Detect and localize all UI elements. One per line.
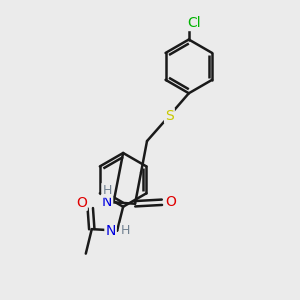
Text: Cl: Cl: [188, 16, 201, 30]
Text: H: H: [121, 224, 130, 237]
Text: N: N: [102, 195, 112, 209]
Text: O: O: [165, 195, 176, 209]
Text: S: S: [165, 109, 174, 123]
Text: N: N: [105, 224, 116, 238]
Text: O: O: [76, 196, 87, 210]
Text: H: H: [102, 184, 112, 197]
